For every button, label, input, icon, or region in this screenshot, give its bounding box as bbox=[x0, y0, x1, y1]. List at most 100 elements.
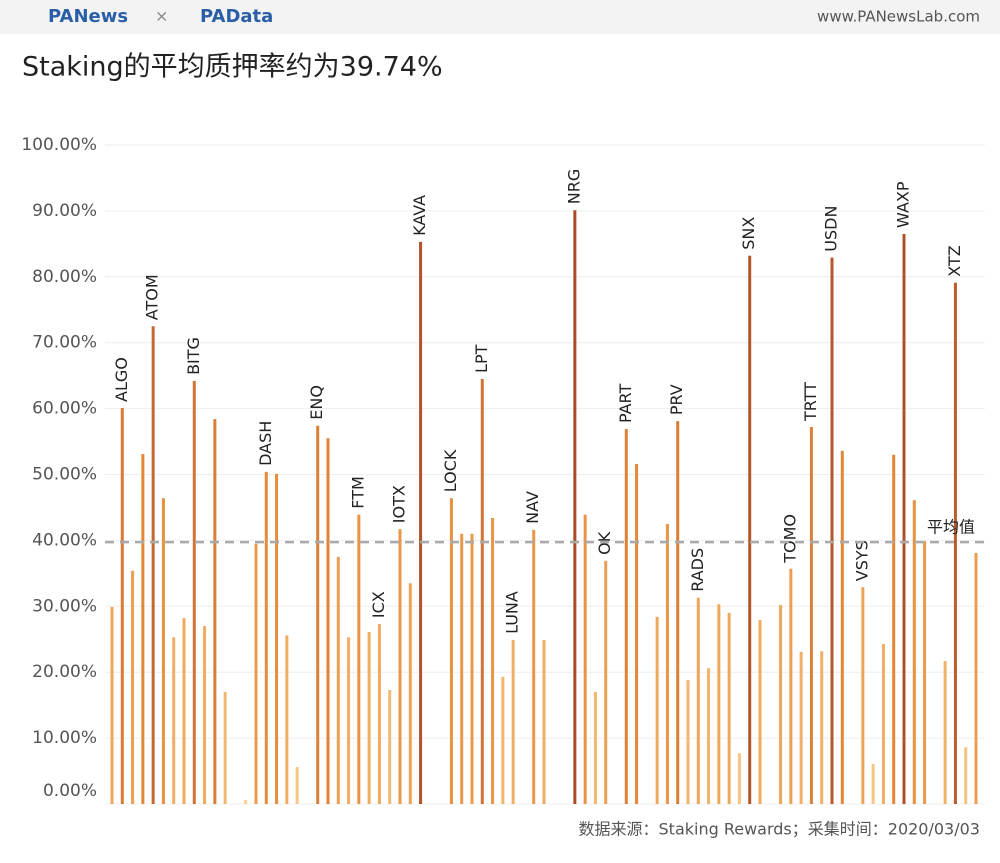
bar-label: BITG bbox=[184, 337, 203, 375]
bar-label: USDN bbox=[822, 206, 841, 252]
separator: × bbox=[155, 7, 168, 26]
bar bbox=[285, 635, 289, 804]
bar bbox=[974, 552, 978, 804]
bar-label: NAV bbox=[523, 491, 542, 524]
bar bbox=[665, 523, 669, 804]
bar-label: VSYS bbox=[852, 540, 871, 581]
bar bbox=[737, 753, 741, 804]
bar bbox=[532, 529, 536, 804]
bar bbox=[460, 533, 464, 804]
bar-label: NRG bbox=[564, 169, 583, 204]
y-tick-label: 30.00% bbox=[32, 596, 97, 616]
bar bbox=[120, 407, 124, 804]
bar-label: TRTT bbox=[801, 382, 820, 422]
bar bbox=[542, 639, 546, 804]
bar bbox=[655, 616, 659, 804]
bar bbox=[275, 473, 279, 804]
bar bbox=[820, 651, 824, 804]
bar bbox=[871, 763, 875, 804]
bar bbox=[161, 498, 165, 804]
bar bbox=[192, 380, 196, 804]
bar bbox=[717, 604, 721, 804]
bar bbox=[861, 587, 865, 804]
bar bbox=[449, 498, 453, 804]
bar-label: DASH bbox=[256, 421, 275, 466]
bar-label: ATOM bbox=[143, 274, 162, 320]
y-tick-label: 0.00% bbox=[43, 781, 97, 801]
bar bbox=[480, 378, 484, 804]
bar bbox=[419, 241, 423, 805]
bar-label: ALGO bbox=[112, 357, 131, 402]
bar-label: RADS bbox=[688, 548, 707, 592]
bar bbox=[758, 620, 762, 804]
bar-label: ENQ bbox=[307, 385, 326, 420]
y-tick-label: 50.00% bbox=[32, 465, 97, 485]
bar bbox=[840, 450, 844, 804]
bar bbox=[748, 255, 752, 804]
y-tick-label: 40.00% bbox=[32, 530, 97, 550]
bar bbox=[316, 425, 320, 804]
source-note: 数据来源：Staking Rewards；采集时间：2020/03/03 bbox=[579, 820, 980, 839]
bar bbox=[573, 210, 577, 805]
bar bbox=[881, 643, 885, 804]
bar bbox=[624, 429, 628, 804]
site-url: www.PANewsLab.com bbox=[817, 8, 980, 26]
bar bbox=[501, 676, 505, 804]
y-tick-label: 80.00% bbox=[32, 267, 97, 287]
bar-label: XTZ bbox=[945, 245, 964, 276]
bar bbox=[377, 624, 381, 804]
bar bbox=[264, 471, 268, 804]
bar bbox=[923, 541, 927, 804]
average-label: 平均值 bbox=[927, 518, 975, 537]
bar bbox=[830, 257, 834, 805]
bar bbox=[491, 517, 495, 804]
bar-label: LOCK bbox=[441, 449, 460, 492]
bar-label: LPT bbox=[472, 344, 491, 373]
bar-label: TOMO bbox=[780, 514, 799, 564]
bar-label: LUNA bbox=[503, 591, 522, 634]
bar bbox=[953, 282, 957, 805]
bar bbox=[686, 680, 690, 804]
bar-label: SNX bbox=[739, 217, 758, 250]
bar bbox=[388, 689, 392, 804]
bar bbox=[326, 438, 330, 804]
bar-label: PART bbox=[616, 384, 635, 424]
y-tick-label: 20.00% bbox=[32, 662, 97, 682]
bar bbox=[912, 500, 916, 804]
bar bbox=[151, 326, 155, 804]
brand: PANews bbox=[48, 6, 128, 27]
bar bbox=[696, 597, 700, 804]
y-tick-label: 90.00% bbox=[32, 201, 97, 221]
bar bbox=[583, 514, 587, 804]
bar bbox=[707, 668, 711, 804]
bar bbox=[799, 651, 803, 804]
bar-label: KAVA bbox=[410, 195, 429, 236]
bar bbox=[408, 583, 412, 804]
chart-title: Staking的平均质押率约为39.74% bbox=[22, 52, 443, 83]
bar bbox=[367, 632, 371, 804]
bar bbox=[964, 747, 968, 804]
bar bbox=[604, 560, 608, 804]
bar bbox=[254, 543, 258, 804]
bar bbox=[789, 568, 793, 804]
bar bbox=[141, 454, 145, 804]
bar bbox=[635, 463, 639, 804]
y-tick-label: 60.00% bbox=[32, 399, 97, 419]
y-tick-label: 100.00% bbox=[21, 135, 97, 155]
bar bbox=[943, 660, 947, 804]
bar bbox=[676, 421, 680, 804]
bar bbox=[902, 233, 906, 805]
y-tick-label: 70.00% bbox=[32, 333, 97, 353]
bar bbox=[172, 637, 176, 804]
bar bbox=[511, 639, 515, 804]
bar bbox=[336, 556, 340, 804]
bar bbox=[470, 533, 474, 804]
bar bbox=[357, 514, 361, 804]
bar bbox=[110, 606, 114, 804]
bar bbox=[244, 800, 248, 804]
bar bbox=[398, 529, 402, 804]
y-tick-label: 10.00% bbox=[32, 728, 97, 748]
bar bbox=[223, 691, 227, 804]
